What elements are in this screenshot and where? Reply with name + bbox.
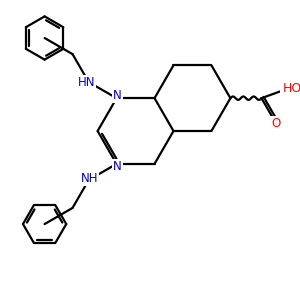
Text: N: N: [113, 89, 122, 102]
Text: N: N: [113, 160, 122, 173]
Text: O: O: [271, 117, 280, 130]
Text: NH: NH: [81, 172, 98, 184]
Text: HN: HN: [78, 76, 95, 88]
Text: HO: HO: [283, 82, 300, 95]
